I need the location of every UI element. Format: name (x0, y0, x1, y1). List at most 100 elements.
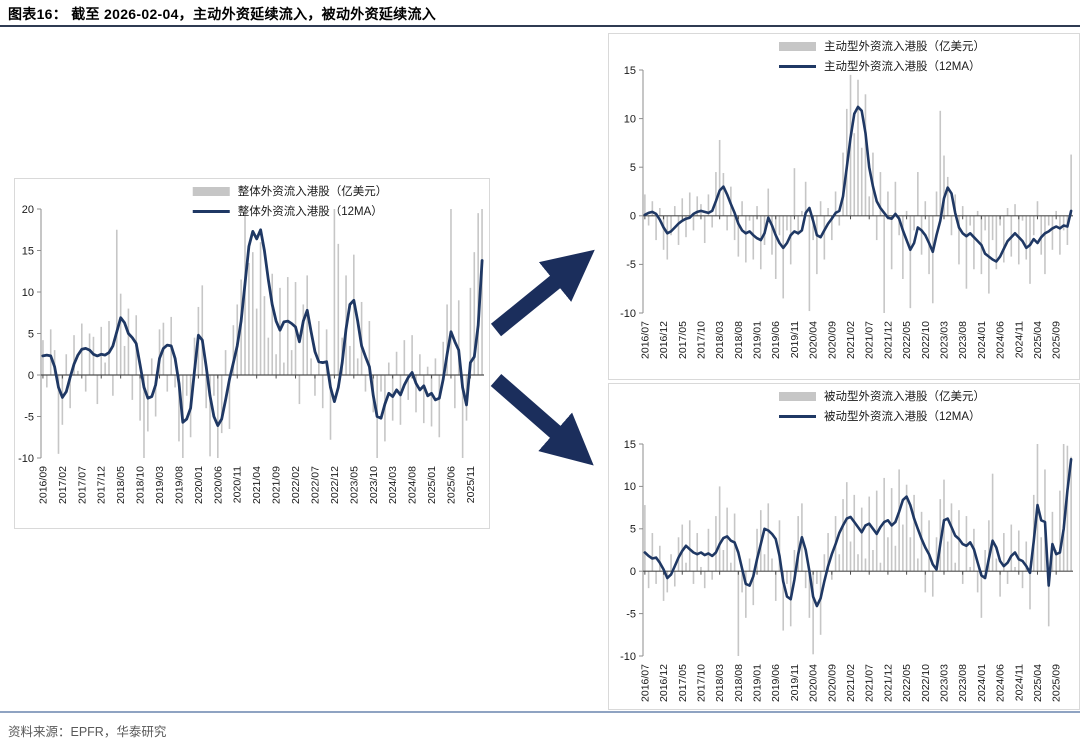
legend-label: 整体外资流入港股（12MA） (237, 206, 383, 218)
svg-text:2022/07: 2022/07 (309, 466, 321, 504)
bar-swatch-icon (779, 391, 816, 401)
legend-item-line: 整体外资流入港股（12MA） (192, 203, 383, 219)
active-chart-legend: 主动型外资流入港股（亿美元） 主动型外资流入港股（12MA） (779, 38, 985, 74)
svg-text:5: 5 (630, 162, 636, 174)
passive-chart-legend: 被动型外资流入港股（亿美元） 被动型外资流入港股（12MA） (779, 388, 985, 424)
svg-text:15: 15 (22, 245, 34, 257)
svg-text:2020/04: 2020/04 (808, 321, 820, 359)
svg-text:2017/10: 2017/10 (695, 664, 707, 702)
svg-text:2016/07: 2016/07 (639, 664, 651, 702)
svg-text:2017/02: 2017/02 (57, 466, 69, 504)
svg-text:20: 20 (22, 204, 34, 216)
svg-text:2025/01: 2025/01 (426, 466, 438, 504)
legend-label: 主动型外资流入港股（12MA） (824, 61, 981, 73)
svg-text:2017/05: 2017/05 (677, 664, 689, 702)
svg-text:10: 10 (624, 113, 636, 125)
passive-flow-chart: 被动型外资流入港股（亿美元） 被动型外资流入港股（12MA） 15 10 5 0 -5 -… (608, 383, 1080, 710)
svg-text:2017/07: 2017/07 (76, 466, 88, 504)
svg-text:2024/01: 2024/01 (976, 321, 988, 359)
line-swatch-icon (779, 414, 816, 418)
flow-arrows (490, 249, 595, 466)
overall-flow-chart: 整体外资流入港股（亿美元） 整体外资流入港股（12MA） 20 15 10 5 0 -5 -… (14, 178, 490, 529)
arrow-to-passive-icon (490, 373, 594, 466)
svg-text:2023/08: 2023/08 (957, 321, 969, 359)
svg-text:10: 10 (22, 287, 34, 299)
svg-text:2021/12: 2021/12 (882, 664, 894, 702)
legend-label: 整体外资流入港股（亿美元） (237, 186, 388, 198)
legend-item-bars: 被动型外资流入港股（亿美元） (779, 388, 985, 404)
line-swatch-icon (192, 209, 230, 213)
svg-text:-5: -5 (626, 608, 636, 620)
svg-text:10: 10 (624, 481, 636, 493)
svg-text:2019/01: 2019/01 (752, 321, 764, 359)
line-swatch-icon (779, 64, 816, 68)
svg-text:2024/08: 2024/08 (407, 466, 419, 504)
svg-text:2021/07: 2021/07 (864, 321, 876, 359)
svg-text:-10: -10 (620, 651, 636, 663)
svg-text:2021/02: 2021/02 (845, 321, 857, 359)
svg-text:2021/09: 2021/09 (271, 466, 283, 504)
bar-swatch-icon (192, 186, 230, 196)
svg-text:2018/08: 2018/08 (733, 664, 745, 702)
svg-text:2025/09: 2025/09 (1051, 321, 1063, 359)
svg-text:2019/03: 2019/03 (154, 466, 166, 504)
svg-text:2022/05: 2022/05 (901, 321, 913, 359)
svg-text:2024/11: 2024/11 (1013, 321, 1025, 358)
svg-text:2020/04: 2020/04 (808, 664, 820, 702)
svg-text:2018/08: 2018/08 (733, 321, 745, 359)
svg-text:2023/03: 2023/03 (939, 664, 951, 702)
svg-text:2022/05: 2022/05 (901, 664, 913, 702)
svg-text:2020/06: 2020/06 (212, 466, 224, 504)
svg-text:2022/10: 2022/10 (920, 321, 932, 359)
svg-text:-5: -5 (626, 259, 636, 271)
footer-divider (0, 711, 1080, 713)
legend-label: 被动型外资流入港股（亿美元） (824, 391, 985, 403)
svg-text:15: 15 (624, 439, 636, 451)
bar-swatch-icon (779, 41, 816, 51)
svg-text:2020/01: 2020/01 (193, 466, 205, 504)
title-divider (0, 25, 1080, 27)
svg-text:2019/08: 2019/08 (173, 466, 185, 504)
figure-title: 图表16： 截至 2026-02-04，主动外资延续流入，被动外资延续流入 (8, 6, 437, 22)
svg-text:0: 0 (630, 566, 636, 578)
svg-text:2019/11: 2019/11 (789, 321, 801, 358)
legend-item-bars: 整体外资流入港股（亿美元） (192, 183, 388, 199)
svg-text:2021/04: 2021/04 (251, 466, 263, 504)
source-note: 资料来源：EPFR，华泰研究 (8, 725, 167, 739)
legend-label: 被动型外资流入港股（12MA） (824, 411, 981, 423)
svg-text:-5: -5 (24, 411, 34, 423)
legend-label: 主动型外资流入港股（亿美元） (824, 41, 985, 53)
legend-item-line: 被动型外资流入港股（12MA） (779, 408, 981, 424)
svg-text:2016/07: 2016/07 (639, 321, 651, 359)
svg-text:2016/09: 2016/09 (37, 466, 49, 504)
svg-text:2025/09: 2025/09 (1051, 664, 1063, 702)
svg-text:2017/10: 2017/10 (695, 321, 707, 359)
svg-text:2019/01: 2019/01 (752, 664, 764, 702)
svg-text:2022/12: 2022/12 (329, 466, 341, 504)
active-flow-chart: 主动型外资流入港股（亿美元） 主动型外资流入港股（12MA） 15 10 5 0 -5 -… (608, 33, 1080, 380)
svg-text:2025/04: 2025/04 (1032, 321, 1044, 359)
overall-chart-legend: 整体外资流入港股（亿美元） 整体外资流入港股（12MA） (192, 183, 388, 219)
svg-text:2016/12: 2016/12 (658, 321, 670, 359)
svg-text:0: 0 (630, 211, 636, 223)
svg-text:2024/01: 2024/01 (976, 664, 988, 702)
svg-text:2019/06: 2019/06 (770, 321, 782, 359)
svg-text:2025/11: 2025/11 (465, 466, 477, 503)
svg-text:15: 15 (624, 65, 636, 77)
svg-text:2024/11: 2024/11 (1013, 664, 1025, 701)
svg-text:2018/05: 2018/05 (115, 466, 127, 504)
svg-text:2024/06: 2024/06 (995, 664, 1007, 702)
svg-text:5: 5 (630, 524, 636, 536)
svg-text:2020/09: 2020/09 (826, 321, 838, 359)
svg-text:2025/04: 2025/04 (1032, 664, 1044, 702)
svg-text:2016/12: 2016/12 (658, 664, 670, 702)
svg-text:2022/02: 2022/02 (290, 466, 302, 504)
svg-text:-10: -10 (18, 453, 34, 465)
svg-text:2023/10: 2023/10 (368, 466, 380, 504)
svg-text:2017/12: 2017/12 (96, 466, 108, 504)
svg-text:2019/06: 2019/06 (770, 664, 782, 702)
